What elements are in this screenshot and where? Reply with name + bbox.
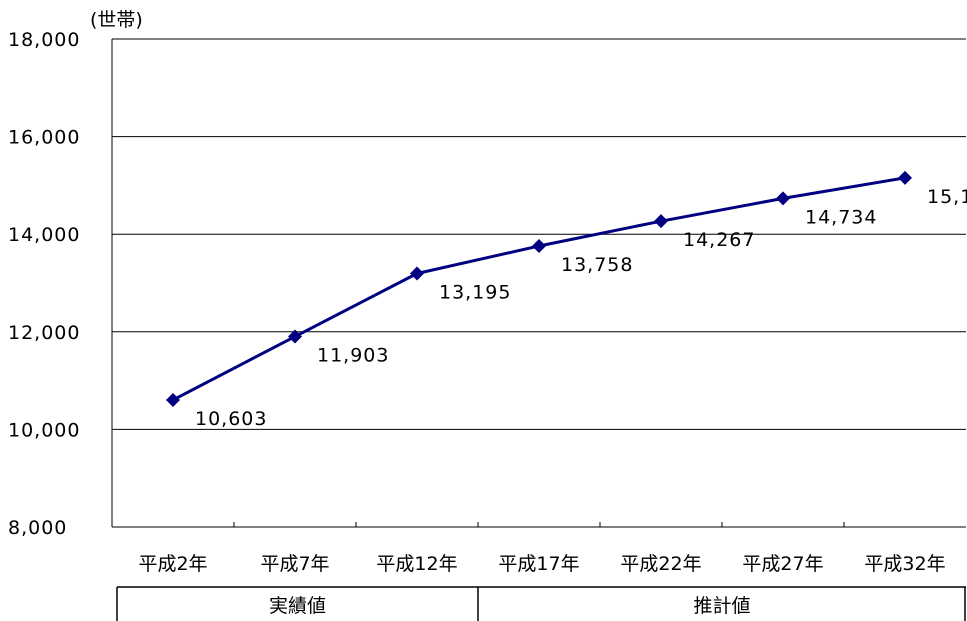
x-tick-label: 平成2年 [138, 553, 207, 575]
data-label: 13,195 [439, 281, 511, 303]
axes [111, 39, 966, 528]
y-tick-label: 12,000 [8, 322, 80, 344]
data-point-marker [532, 239, 546, 254]
x-tick-labels: 平成2年 平成7年 平成12年 平成17年 平成22年 平成27年 平成32年 [138, 553, 945, 575]
x-tick-label: 平成12年 [376, 553, 457, 575]
x-tick-label: 平成7年 [260, 553, 329, 575]
category-group-table: 実績値 推計値 [116, 586, 966, 621]
gridlines [112, 38, 966, 430]
data-point-marker [654, 214, 668, 229]
data-point-marker [166, 392, 180, 407]
y-tick-label: 10,000 [8, 419, 80, 441]
data-point-marker [776, 191, 790, 206]
y-tick-label: 14,000 [8, 224, 80, 246]
series-line [172, 176, 906, 402]
series-line-group [166, 170, 912, 407]
data-point-marker [898, 170, 912, 185]
data-label: 10,603 [195, 408, 267, 430]
data-label: 15,155 [927, 186, 967, 208]
y-tick-label: 18,000 [8, 29, 80, 51]
data-label: 13,758 [561, 254, 633, 276]
x-tick-label: 平成27年 [742, 553, 823, 575]
group-label: 推計値 [693, 595, 750, 617]
x-tick-label: 平成17年 [498, 553, 579, 575]
x-tick-label: 平成22年 [620, 553, 701, 575]
y-tick-label: 16,000 [8, 127, 80, 149]
data-labels: 10,603 11,903 13,195 13,758 14,267 14,734 15,1… [195, 186, 967, 430]
data-label: 11,903 [317, 345, 389, 367]
data-point-marker [288, 329, 302, 344]
data-label: 14,267 [683, 229, 755, 251]
data-point-marker [410, 266, 424, 281]
x-tick-label: 平成32年 [864, 553, 945, 575]
y-tick-labels: 8,000 10,000 12,000 14,000 16,000 18,000 [8, 29, 80, 539]
group-label: 実績値 [269, 595, 326, 617]
y-axis-unit-label: (世帯) [90, 9, 143, 31]
data-label: 14,734 [805, 206, 877, 228]
y-tick-label: 8,000 [8, 517, 67, 539]
